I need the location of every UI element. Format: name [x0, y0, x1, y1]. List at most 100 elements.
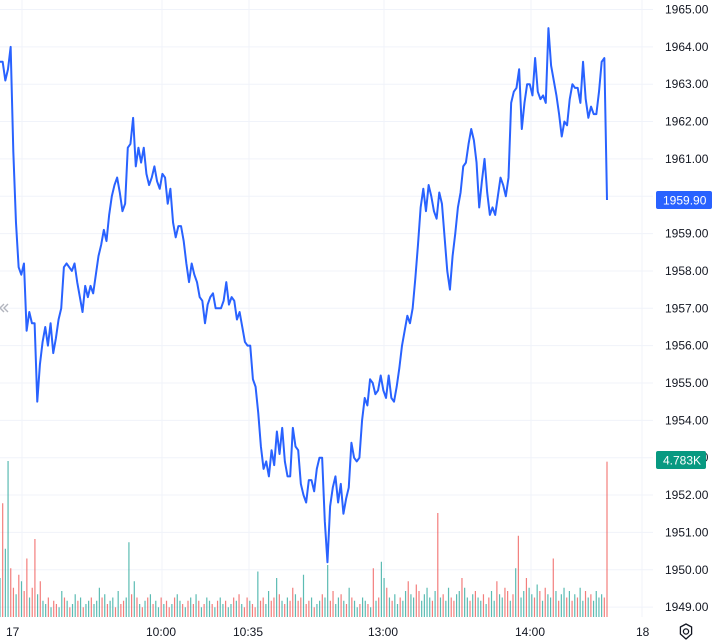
y-tick-label: 1965.00 — [665, 3, 709, 17]
time-axis[interactable]: 17 10:00 10:35 13:00 14:00 18 — [6, 625, 650, 639]
volume-bar — [423, 594, 425, 617]
volume-bar — [568, 591, 570, 617]
volume-bar — [96, 600, 98, 617]
volume-bar — [404, 591, 407, 617]
volume-bar — [372, 568, 374, 617]
volume-bar — [415, 584, 417, 617]
volume-bar — [284, 604, 286, 617]
side-marker-icon[interactable] — [0, 303, 9, 313]
volume-bar — [571, 600, 573, 617]
volume-bar — [141, 607, 143, 617]
volume-bar — [324, 597, 326, 617]
x-tick-label: 18 — [636, 625, 650, 639]
volume-bar — [53, 600, 55, 617]
y-tick-label: 1952.00 — [665, 488, 709, 502]
volume-bar — [243, 607, 246, 617]
x-tick-label: 10:00 — [146, 625, 176, 639]
volume-bar — [421, 600, 423, 617]
volume-bar — [364, 600, 366, 617]
volume-bar — [77, 600, 79, 617]
volume-bar — [58, 607, 60, 617]
volume-bar — [496, 581, 498, 617]
volume-bar — [332, 591, 334, 617]
volume-bar — [173, 597, 176, 617]
volume-bar — [429, 597, 431, 617]
y-tick-label: 1964.00 — [665, 40, 709, 54]
volume-bar — [507, 591, 509, 617]
volume-bar — [598, 597, 600, 617]
volume-bar — [517, 535, 519, 617]
y-tick-label: 1949.00 — [665, 600, 709, 614]
volume-bar — [329, 600, 331, 617]
volume-bar — [93, 604, 95, 617]
volume-bar — [230, 604, 232, 617]
volume-bar — [235, 600, 237, 617]
volume-bar — [544, 587, 546, 617]
y-tick-label: 1951.00 — [665, 525, 709, 539]
volume-bar — [480, 600, 482, 617]
volume-bar — [595, 591, 597, 617]
volume-bar — [190, 597, 192, 617]
volume-bar — [139, 604, 141, 617]
volume-bar — [474, 591, 476, 617]
volume-bar — [198, 600, 200, 617]
volume-bar — [31, 587, 33, 617]
volume-bar — [144, 600, 146, 617]
volume-bar — [380, 561, 382, 617]
volume-bar — [396, 604, 399, 617]
volume-bar — [192, 604, 194, 617]
y-tick-label: 1950.00 — [665, 563, 709, 577]
volume-bar — [316, 604, 318, 617]
y-tick-label: 1962.00 — [665, 115, 709, 129]
volume-bar — [82, 607, 84, 617]
price-axis[interactable]: 1965.001964.001963.001962.001961.001960.… — [665, 3, 709, 615]
volume-bar — [214, 607, 216, 617]
volume-bar — [603, 597, 605, 617]
volume-bar — [523, 591, 525, 617]
volume-bar — [450, 597, 452, 617]
volume-bar — [66, 600, 68, 617]
volume-bar — [37, 594, 39, 617]
volume-bar — [418, 591, 420, 617]
volume-bar — [238, 594, 240, 617]
volume-bar — [351, 597, 353, 617]
volume-bar — [466, 597, 468, 617]
volume-bar — [413, 597, 415, 617]
price-series — [0, 27, 608, 564]
y-tick-label: 1958.00 — [665, 264, 709, 278]
volume-bar — [592, 600, 595, 617]
volume-bar — [74, 594, 76, 617]
volume-bar — [109, 600, 111, 617]
volume-bar — [211, 604, 213, 617]
volume-bar — [469, 600, 471, 617]
gear-icon[interactable] — [676, 622, 696, 642]
volume-bar — [464, 587, 466, 617]
volume-bar — [407, 581, 409, 617]
axis-badges: 1959.90 4.783K — [656, 190, 712, 469]
volume-bar — [367, 604, 369, 617]
volume-bar — [399, 597, 401, 617]
volume-bar — [383, 578, 385, 617]
volume-bar — [160, 597, 162, 617]
volume-bar — [555, 591, 557, 617]
y-tick-label: 1959.00 — [665, 227, 709, 241]
volume-bar — [410, 594, 412, 617]
volume-bar — [2, 503, 4, 617]
volume-bar — [493, 600, 495, 617]
volume-bar — [249, 600, 251, 617]
volume-bar — [182, 604, 184, 617]
volume-bar — [531, 594, 533, 617]
volume-bar — [0, 578, 1, 617]
volume-bar — [300, 597, 302, 617]
volume-bar — [147, 597, 149, 617]
volume-bar — [549, 597, 552, 617]
volume-bar — [15, 594, 17, 617]
x-tick-label: 17 — [6, 625, 20, 639]
price-line — [0, 27, 608, 564]
volume-bar — [606, 461, 608, 617]
volume-bar — [165, 600, 168, 617]
volume-bar — [391, 600, 393, 617]
volume-bar — [136, 597, 138, 617]
